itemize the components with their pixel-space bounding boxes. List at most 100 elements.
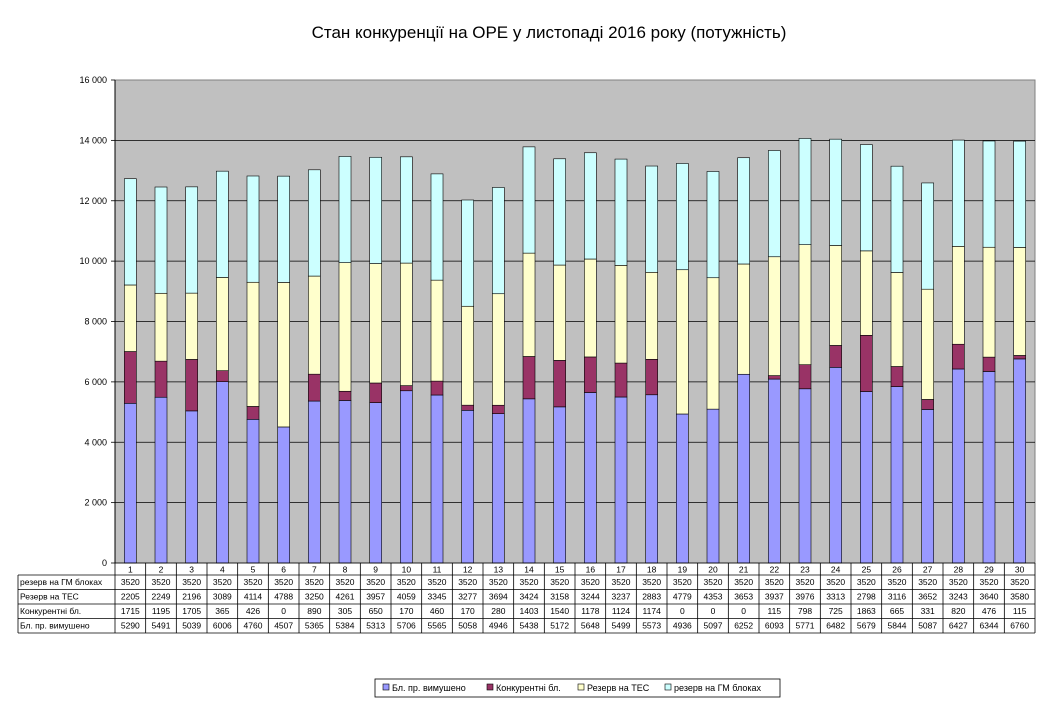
table-cell: 3520 [581,577,600,587]
table-cell: 3520 [765,577,784,587]
bar-stack [492,187,505,564]
table-cell: 1715 [121,606,140,616]
bar-stack [553,158,566,564]
bar-segment [706,277,720,410]
table-row-label: резерв на ГМ блоках [20,577,103,587]
bar-stack [768,150,781,564]
table-cell: 5058 [458,621,477,631]
table-cell: 3580 [1010,592,1029,602]
bar-segment [154,186,168,294]
bar-stack [522,146,536,564]
bar-segment [768,150,781,258]
category-label: 11 [433,565,442,575]
bar-segment [461,199,474,307]
y-tick-label: 2 000 [84,498,107,508]
bar-segment [676,413,689,564]
table-cell: 3520 [857,577,876,587]
bar-segment [553,264,566,361]
category-label: 27 [923,565,933,575]
table-cell: 3520 [397,577,416,587]
table-cell: 476 [982,606,996,616]
bar-segment [216,381,229,564]
category-label: 3 [189,565,194,575]
bar-stack [246,175,260,564]
y-tick-label: 12 000 [79,196,107,206]
bar-segment [768,256,781,376]
bar-segment [829,245,842,346]
table-cell: 3520 [734,577,753,587]
bar-segment [246,175,260,283]
bar-segment [1013,140,1026,248]
bar-stack [277,175,290,564]
table-cell: 5648 [581,621,600,631]
bar-segment [430,279,444,382]
bar-segment [982,371,996,564]
bar-segment [461,410,474,564]
table-cell: 4946 [489,621,508,631]
bar-segment [277,175,290,283]
bar-segment [492,187,505,295]
table-cell: 4788 [274,592,293,602]
table-cell: 3158 [550,592,569,602]
bar-stack [798,138,812,564]
bar-segment [185,186,198,294]
bar-stack [216,170,229,564]
bar-segment [246,406,260,420]
bar-segment [921,409,934,564]
bar-segment [124,284,137,352]
table-cell: 3520 [918,577,937,587]
bar-segment [522,356,536,400]
table-cell: 3520 [489,577,508,587]
bar-segment [492,413,505,564]
table-cell: 5679 [857,621,876,631]
chart-title: Стан конкуренції на ОРЕ у листопаді 2016… [312,23,787,42]
table-cell: 4779 [673,592,692,602]
bar-segment [982,246,996,358]
table-cell: 3520 [520,577,539,587]
bar-segment [124,178,137,286]
bar-segment [246,419,260,564]
bar-segment [584,258,597,358]
bar-segment [645,165,658,273]
bar-segment [400,390,413,564]
bar-segment [890,366,904,387]
bar-segment [1013,355,1026,360]
legend-swatch [382,683,390,691]
bar-stack [124,178,137,564]
table-cell: 5039 [182,621,201,631]
data-table: 1 2 3 4 5 6 7 8 9 10 11 12 13 14 15 16 17 18 19 20 21 22 23 24 2… [17,562,1036,634]
table-cell: 4353 [704,592,723,602]
bar-segment [216,277,229,371]
category-label: 9 [373,565,378,575]
category-label: 30 [1015,565,1025,575]
table-cell: 5771 [796,621,815,631]
bar-segment [154,396,168,564]
table-cell: 3694 [489,592,508,602]
table-cell: 6760 [1010,621,1029,631]
table-cell: 2798 [857,592,876,602]
bar-stack [890,165,904,564]
bar-segment [952,343,965,370]
table-cell: 3520 [121,577,140,587]
bar-segment [921,399,934,410]
category-label: 13 [494,565,504,575]
bar-segment [400,262,413,386]
bar-stack [461,199,474,564]
bar-segment [553,360,566,408]
y-tick-label: 10 000 [79,256,107,266]
category-label: 7 [312,565,317,575]
table-cell: 3520 [336,577,355,587]
bar-segment [216,170,229,278]
bar-stack [982,140,996,564]
table-cell: 4936 [673,621,692,631]
table-cell: 3243 [949,592,968,602]
bar-segment [400,156,413,264]
bar-segment [1013,358,1026,564]
table-cell: 3313 [826,592,845,602]
bar-segment [154,360,168,398]
table-cell: 5565 [428,621,447,631]
legend-swatch [577,683,585,691]
table-cell: 3976 [796,592,815,602]
bar-segment [400,385,413,392]
